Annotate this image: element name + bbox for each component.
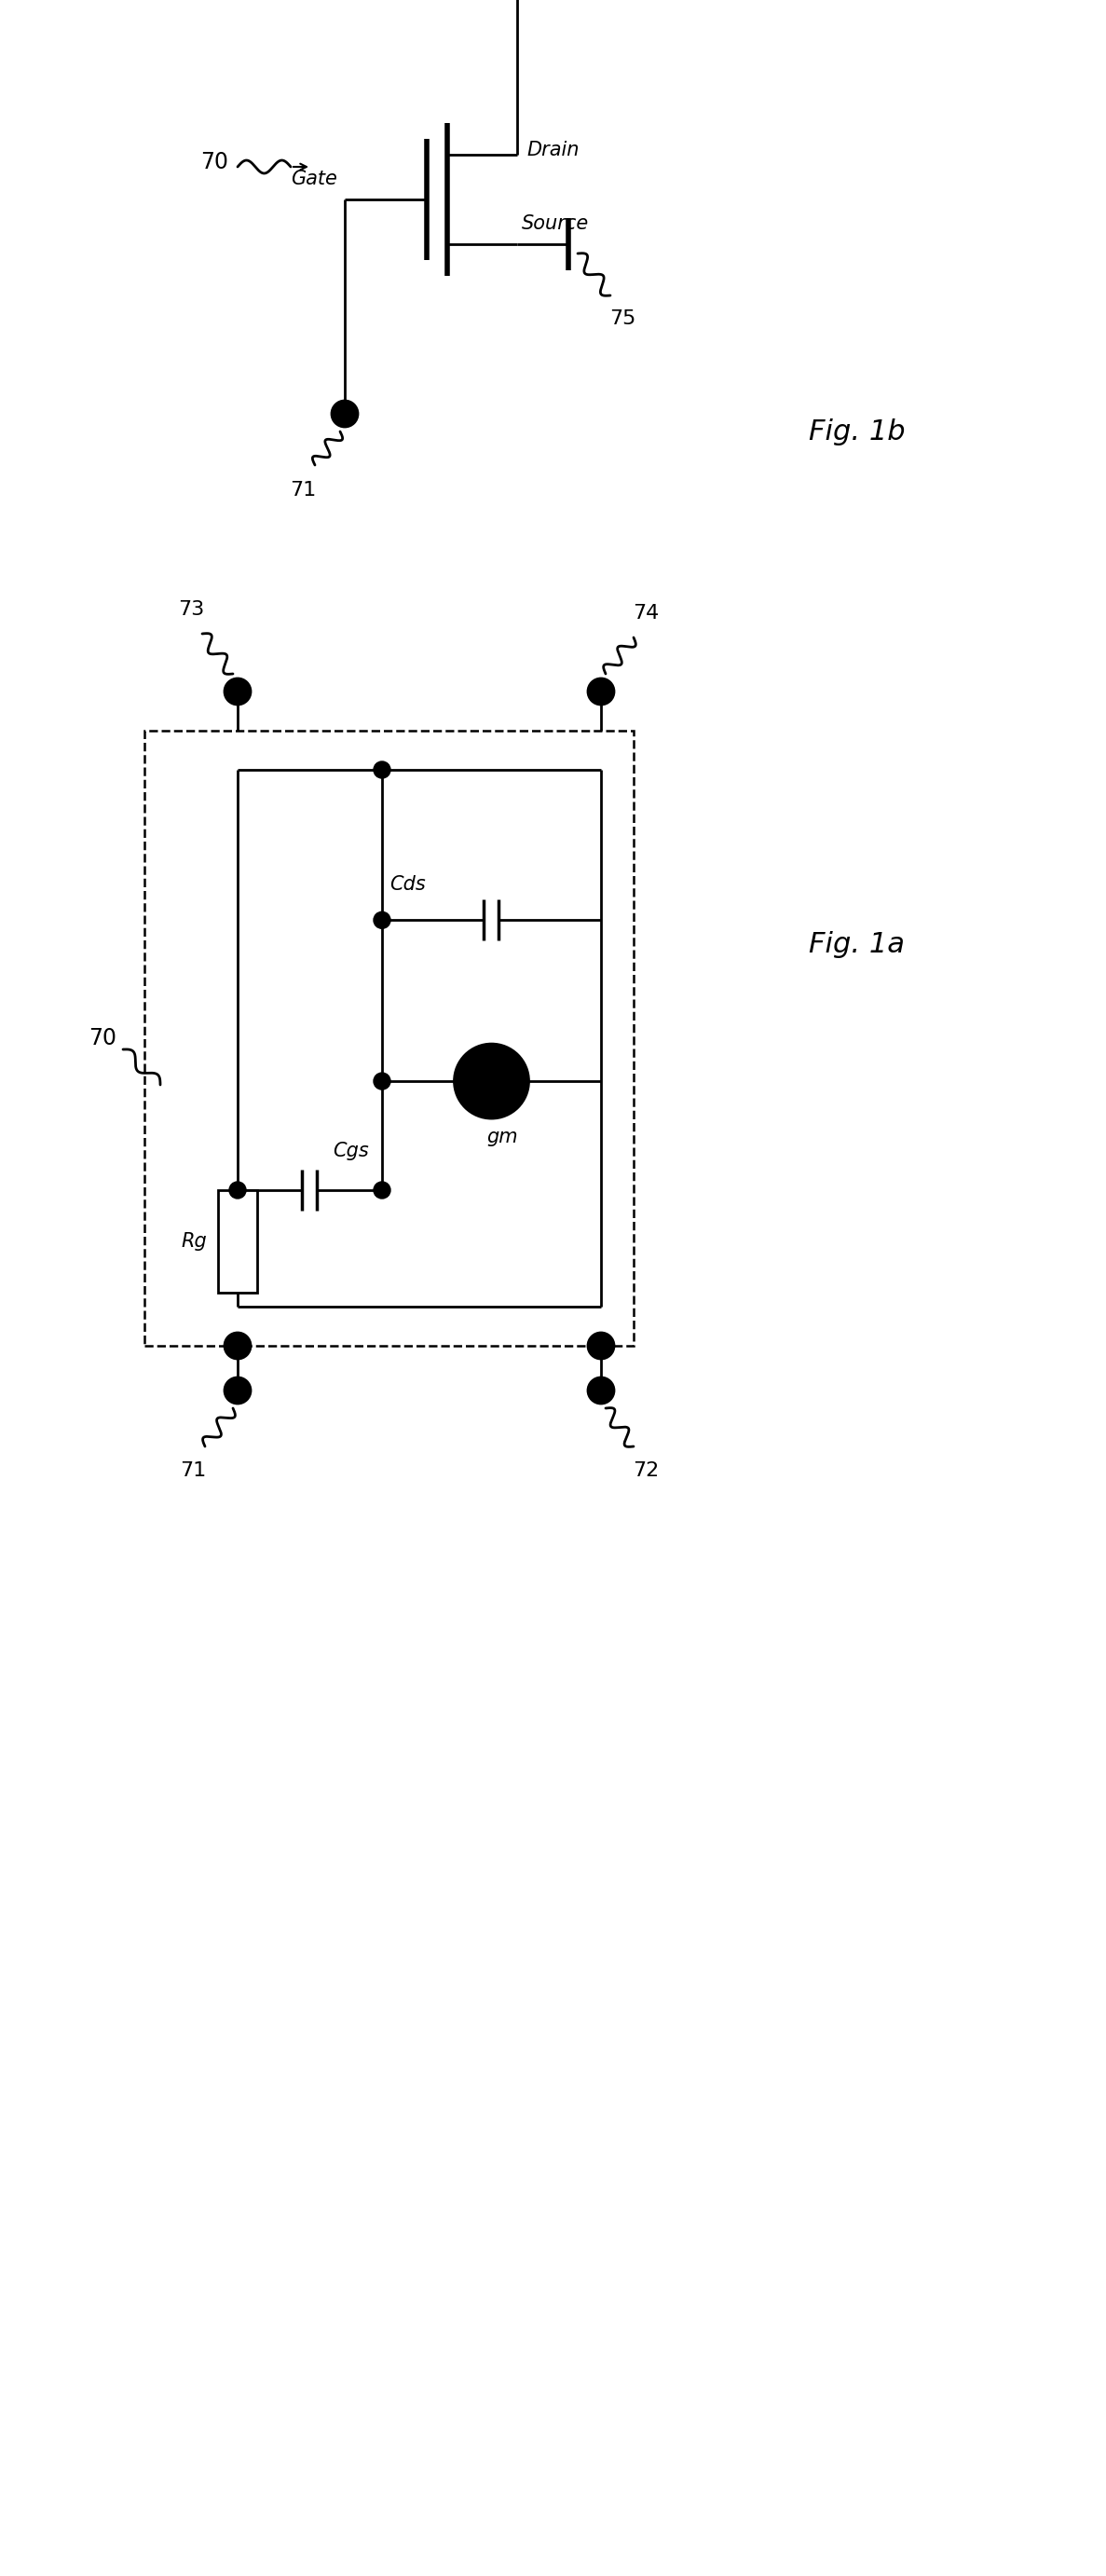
Text: Fig. 1a: Fig. 1a (810, 933, 905, 958)
Circle shape (374, 912, 390, 927)
Text: 75: 75 (609, 309, 636, 327)
Text: gm: gm (487, 1128, 519, 1146)
Circle shape (455, 1043, 529, 1118)
Text: Cgs: Cgs (333, 1141, 369, 1159)
Text: Fig. 1b: Fig. 1b (808, 420, 906, 446)
Circle shape (374, 762, 390, 778)
Circle shape (588, 1378, 614, 1404)
Circle shape (225, 1332, 251, 1358)
Circle shape (588, 1332, 614, 1358)
Text: 72: 72 (633, 1461, 659, 1481)
Circle shape (588, 677, 614, 706)
Text: 73: 73 (178, 600, 205, 618)
Text: Rg: Rg (181, 1231, 207, 1252)
Circle shape (225, 677, 251, 706)
Circle shape (229, 1182, 246, 1198)
Text: 70: 70 (200, 152, 228, 173)
Text: Source: Source (522, 214, 589, 232)
Circle shape (225, 1378, 251, 1404)
Bar (218, 1190, 258, 1293)
Text: 74: 74 (633, 603, 659, 623)
Text: Drain: Drain (526, 142, 580, 160)
Text: Gate: Gate (291, 170, 337, 188)
Circle shape (332, 402, 358, 428)
Text: Cds: Cds (389, 876, 426, 894)
Text: 71: 71 (179, 1461, 206, 1481)
Text: 70: 70 (88, 1028, 116, 1048)
Circle shape (374, 1182, 390, 1198)
Circle shape (374, 1072, 390, 1090)
Text: 71: 71 (290, 482, 316, 500)
